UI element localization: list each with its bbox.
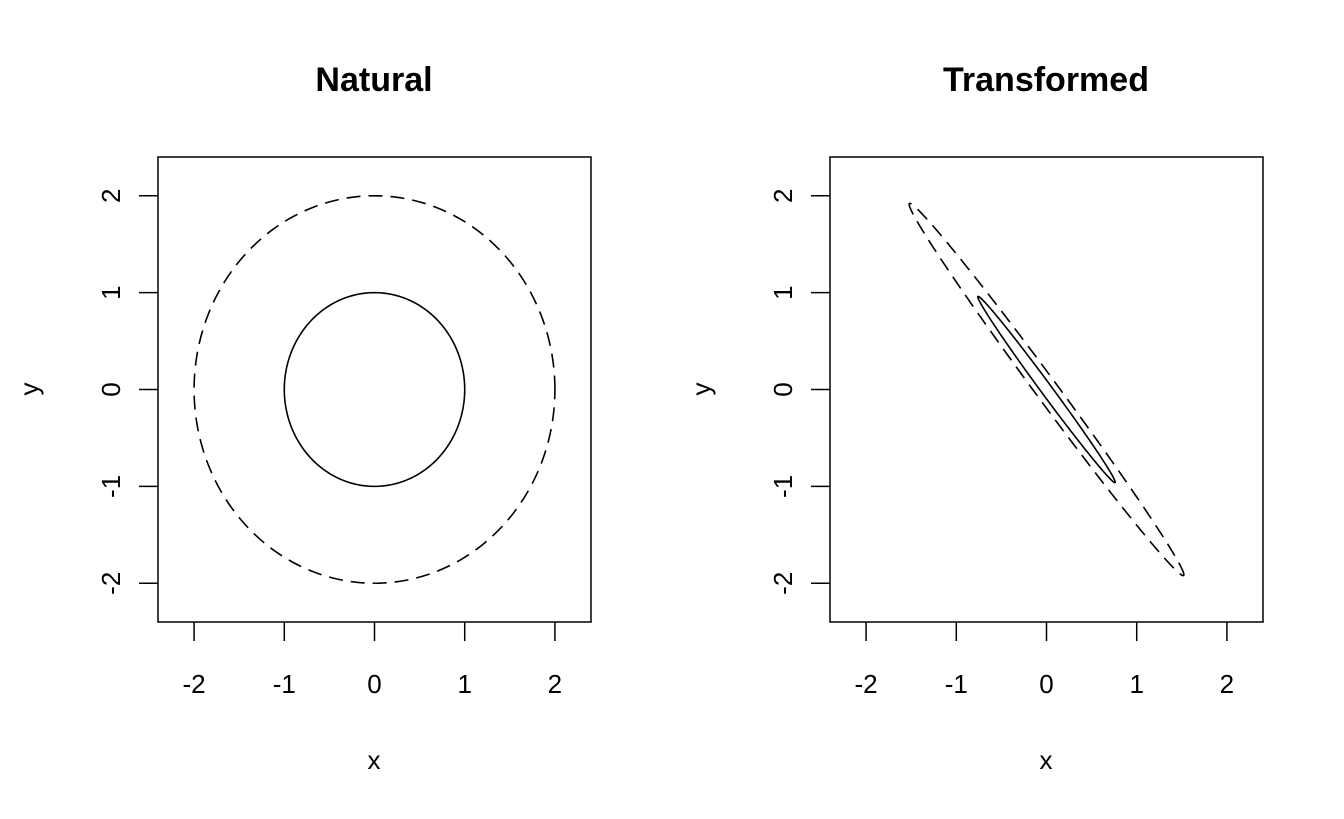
y-tick-label: -2 — [96, 572, 126, 595]
solid-contour-line — [977, 295, 1116, 484]
curves — [908, 202, 1185, 577]
y-tick-label: 2 — [768, 189, 798, 203]
curves — [193, 194, 556, 585]
solid-contour-line — [283, 291, 466, 488]
panel-natural: Natural -2 -1 0 1 2 -2 -1 0 1 2 x y — [14, 61, 592, 775]
x-tick-label: 1 — [457, 669, 471, 699]
y-tick-label: -2 — [768, 572, 798, 595]
x-tick-label: 1 — [1129, 669, 1143, 699]
dashed-contour-line — [908, 202, 1185, 577]
x-tick-label: 2 — [548, 669, 562, 699]
x-tick-label: 0 — [367, 669, 381, 699]
plot-frame — [829, 156, 1264, 623]
x-axis-label: x — [368, 745, 381, 775]
y-axis-label: y — [14, 383, 44, 396]
x-tick-label: 2 — [1220, 669, 1234, 699]
y-axis: -2 -1 0 1 2 — [96, 189, 158, 595]
x-axis: -2 -1 0 1 2 — [855, 622, 1234, 699]
x-axis-label: x — [1040, 745, 1053, 775]
dashed-contour-line — [193, 194, 556, 585]
y-tick-label: -1 — [768, 475, 798, 498]
x-tick-label: -1 — [273, 669, 296, 699]
chart-title: Natural — [315, 61, 432, 99]
x-axis: -2 -1 0 1 2 — [183, 622, 562, 699]
y-tick-label: 0 — [768, 382, 798, 396]
x-tick-label: 0 — [1039, 669, 1053, 699]
chart-title: Transformed — [943, 61, 1149, 99]
y-tick-label: 2 — [96, 189, 126, 203]
y-tick-label: 1 — [96, 285, 126, 299]
y-axis: -2 -1 0 1 2 — [768, 189, 830, 595]
y-axis-label: y — [686, 383, 716, 396]
x-tick-label: -2 — [855, 669, 878, 699]
y-tick-label: 0 — [96, 382, 126, 396]
y-tick-label: -1 — [96, 475, 126, 498]
panel-transformed: Transformed -2 -1 0 1 2 -2 -1 0 1 2 x y — [686, 61, 1264, 775]
y-tick-label: 1 — [768, 285, 798, 299]
x-tick-label: -1 — [945, 669, 968, 699]
plot-frame — [157, 156, 592, 623]
x-tick-label: -2 — [183, 669, 206, 699]
